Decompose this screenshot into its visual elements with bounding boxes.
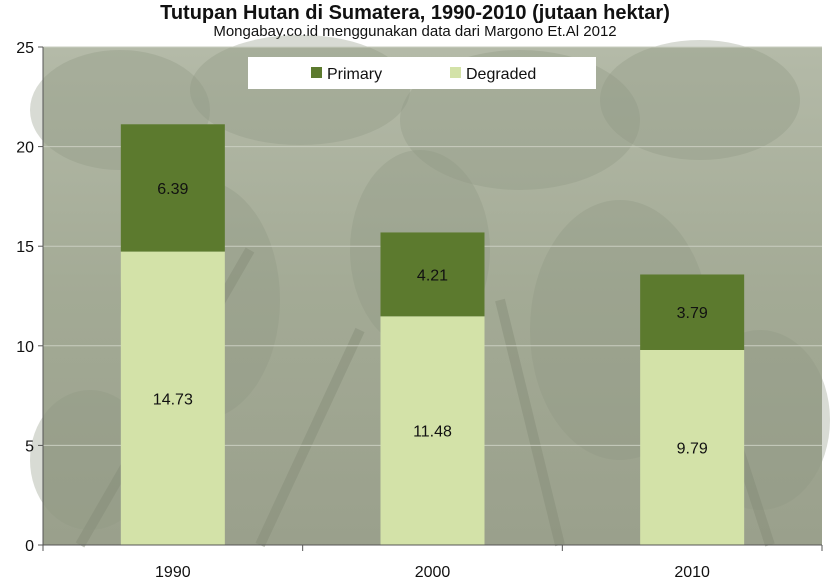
y-tick-label: 5: [25, 438, 34, 455]
bar-primary: [120, 124, 225, 252]
y-tick-label: 15: [16, 239, 34, 256]
background-trunk: [255, 327, 365, 548]
data-label: 4.21: [417, 267, 448, 284]
y-tick-label: 10: [16, 339, 34, 356]
legend-swatch-degraded: [450, 67, 461, 78]
background-foliage: [30, 390, 150, 530]
legend-label-primary: Primary: [327, 66, 382, 83]
chart-subtitle: Mongabay.co.id menggunakan data dari Mar…: [213, 23, 617, 40]
y-tick-label: 20: [16, 140, 34, 157]
y-tick-label: 25: [16, 40, 34, 57]
y-tick-label: 0: [25, 538, 34, 555]
data-label: 14.73: [153, 391, 193, 408]
data-label: 9.79: [677, 440, 708, 457]
chart-title: Tutupan Hutan di Sumatera, 1990-2010 (ju…: [160, 2, 670, 24]
background-trunk: [495, 298, 565, 547]
bar-degraded: [640, 349, 745, 545]
x-tick-label: 2000: [415, 564, 451, 581]
x-tick-label: 1990: [155, 564, 191, 581]
x-tick-label: 2010: [674, 564, 710, 581]
bar-primary: [640, 274, 745, 350]
legend-swatch-primary: [311, 67, 322, 78]
bar-primary: [380, 232, 485, 317]
data-label: 3.79: [677, 305, 708, 322]
background-foliage: [600, 40, 800, 160]
data-label: 11.48: [413, 424, 452, 441]
legend-box: [248, 57, 596, 89]
data-label: 6.39: [157, 181, 188, 198]
bar-degraded: [380, 316, 485, 545]
legend-label-degraded: Degraded: [466, 66, 536, 83]
bar-degraded: [120, 251, 225, 545]
